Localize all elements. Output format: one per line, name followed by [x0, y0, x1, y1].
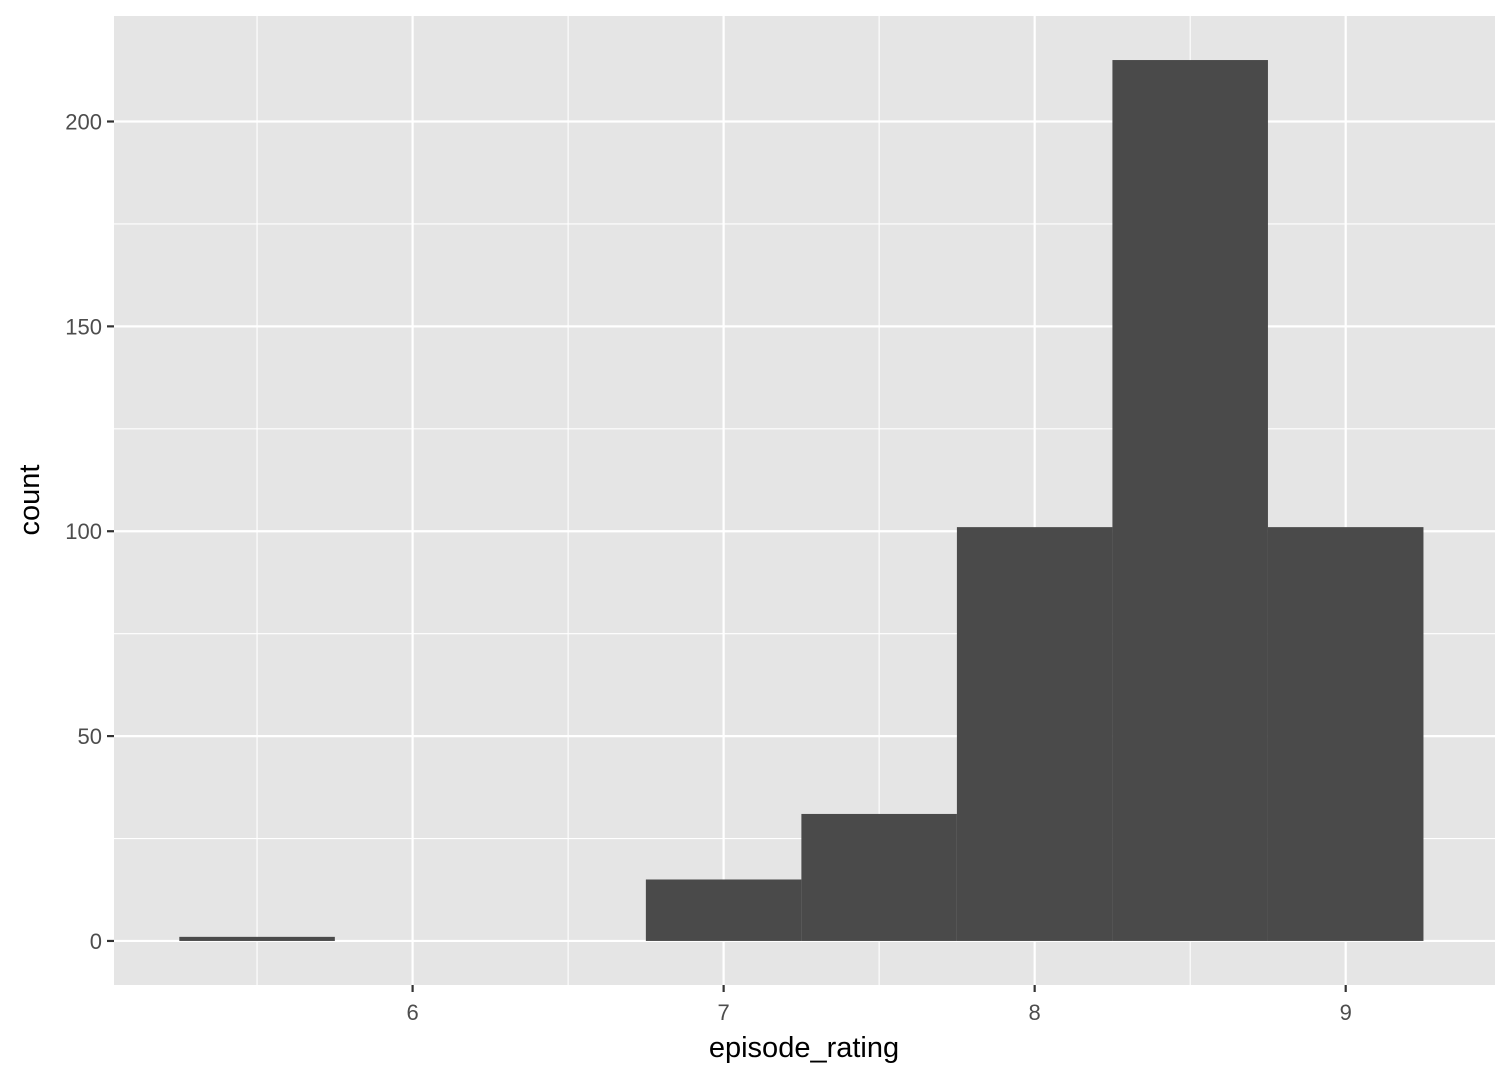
histogram-bar — [1267, 527, 1424, 941]
x-tick-label: 6 — [406, 1000, 418, 1025]
histogram-bar — [801, 813, 957, 941]
y-tick-label: 50 — [78, 724, 102, 749]
histogram-bars — [179, 60, 1424, 941]
histogram-bar — [1112, 60, 1268, 941]
y-axis: 0 50 100 150 200 — [65, 110, 114, 954]
y-tick-label: 0 — [90, 929, 102, 954]
x-axis-title: episode_rating — [709, 1032, 899, 1064]
y-axis-title: count — [14, 465, 46, 536]
histogram-bar — [645, 879, 802, 941]
y-tick-label: 150 — [65, 314, 102, 339]
y-tick-label: 100 — [65, 519, 102, 544]
histogram-bar — [956, 527, 1113, 941]
y-tick-label: 200 — [65, 110, 102, 135]
x-tick-label: 7 — [718, 1000, 730, 1025]
histogram-bar — [179, 936, 335, 941]
x-tick-label: 9 — [1340, 1000, 1352, 1025]
x-axis: 6 7 8 9 — [406, 985, 1352, 1025]
x-tick-label: 8 — [1029, 1000, 1041, 1025]
